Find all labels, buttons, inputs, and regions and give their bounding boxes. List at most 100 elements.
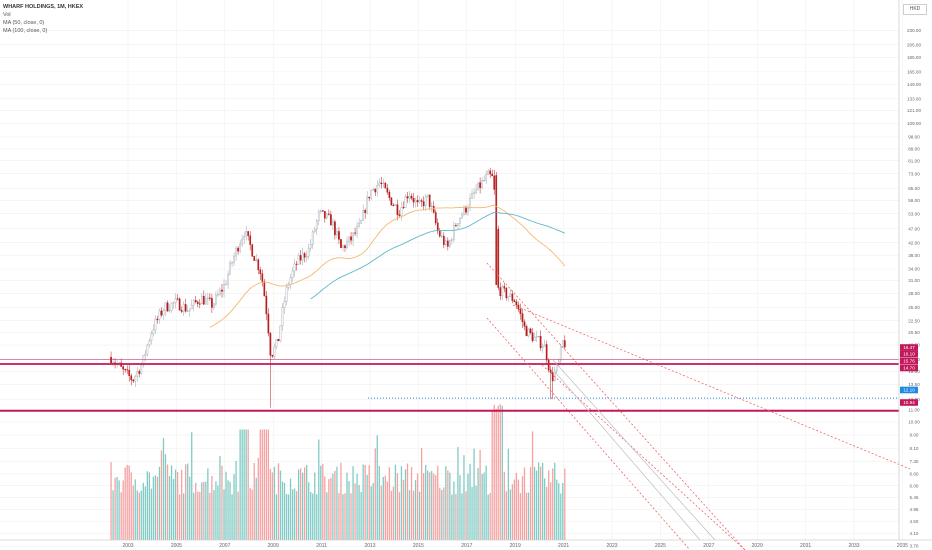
volume-bar (455, 493, 457, 540)
volume-bar (471, 486, 473, 540)
candle-body (257, 259, 260, 271)
volume-bar (414, 479, 417, 540)
candle-body (410, 195, 413, 199)
price-tick-label: 8.10 (910, 446, 919, 451)
candle-body (380, 182, 383, 184)
volume-bar (328, 479, 330, 540)
volume-bar (511, 484, 514, 540)
candle-body (378, 182, 381, 186)
time-tick-label: 2017 (461, 543, 472, 549)
volume-bar (273, 466, 276, 540)
candle-body (360, 220, 362, 224)
candle-body (192, 300, 195, 306)
volume-bar (404, 469, 407, 540)
candle-body (323, 210, 326, 219)
volume-bar (160, 450, 163, 540)
volume-bar (529, 467, 532, 540)
candle-body (126, 369, 129, 371)
candle-body (537, 336, 540, 338)
candle-body (394, 204, 397, 206)
price-tick-label: 59.00 (908, 198, 920, 203)
candle-body (457, 223, 459, 227)
volume-bar (503, 471, 505, 540)
candle-body (166, 302, 169, 312)
currency-button[interactable]: HKD (903, 4, 927, 15)
candle-body (186, 310, 189, 312)
volume-bar (356, 473, 358, 540)
candle-body (436, 222, 439, 232)
volume-bar (304, 467, 306, 540)
volume-bar (116, 476, 118, 540)
volume-bar (281, 481, 284, 540)
volume-bar (550, 482, 552, 540)
candle-body (200, 296, 203, 305)
volume-bars (110, 404, 566, 540)
candle-body (519, 308, 522, 314)
candle-body (511, 293, 514, 301)
volume-bar (320, 465, 322, 540)
volume-bar (122, 480, 124, 540)
candle-body (467, 207, 469, 213)
candle-body (473, 192, 475, 194)
price-tick-label: 7.30 (910, 459, 919, 464)
price-tick-label: 11.00 (908, 408, 920, 413)
candle-body (346, 241, 348, 249)
candle-body (305, 256, 308, 258)
volume-bar (483, 472, 485, 540)
volume-bar (533, 466, 536, 540)
volume-bar (354, 483, 356, 540)
volume-bar (479, 449, 481, 540)
volume-bar (477, 467, 479, 540)
candle-body (251, 244, 254, 257)
volume-bar (552, 468, 554, 540)
candle-body (283, 301, 286, 308)
candle-body (184, 304, 187, 312)
volume-bar (201, 482, 203, 540)
candle-body (475, 189, 477, 193)
candle-body (449, 240, 451, 247)
volume-bar (229, 481, 231, 540)
candle-body (275, 339, 278, 348)
volume-bar (562, 482, 564, 540)
volume-bar (352, 466, 354, 540)
candle-body (172, 302, 175, 304)
volume-bar (348, 481, 350, 540)
price-tick-label: 98.00 (908, 135, 920, 140)
price-label-box (900, 399, 918, 406)
candle-body (328, 213, 330, 215)
volume-bar (469, 463, 471, 540)
volume-bar (525, 492, 528, 540)
volume-bar (539, 466, 542, 540)
legend-vol: Vol (3, 12, 11, 18)
volume-bar (231, 494, 233, 540)
volume-bar (185, 464, 187, 540)
volume-bar (495, 408, 497, 540)
volume-bar (277, 463, 280, 540)
candle-body (366, 196, 369, 213)
candle-body (140, 364, 143, 374)
price-label-text: 15.76 (903, 359, 915, 364)
time-axis-ticks: 2003 2005 2007 2009 2011 2013 2015 2017 2019 2021… (122, 543, 908, 549)
candle-body (156, 318, 159, 320)
candle-body (315, 220, 318, 230)
price-tick-label: 230.00 (907, 28, 921, 33)
candle-body (287, 284, 290, 288)
candle-body (211, 298, 213, 308)
candle-body (356, 226, 358, 234)
candle-body (219, 289, 221, 295)
candle-body (247, 231, 250, 236)
candle-body (231, 262, 233, 264)
candle-body (249, 235, 252, 245)
candle-body (501, 286, 504, 297)
candle-body (134, 376, 137, 382)
candle-body (392, 204, 395, 206)
volume-bar (237, 491, 239, 540)
volume-bar (195, 482, 197, 540)
ma50-line (209, 204, 566, 328)
volume-bar (261, 429, 263, 540)
volume-bar (332, 473, 334, 540)
volume-bar (342, 494, 344, 540)
candle-body (245, 231, 248, 237)
volume-bar (334, 470, 336, 540)
